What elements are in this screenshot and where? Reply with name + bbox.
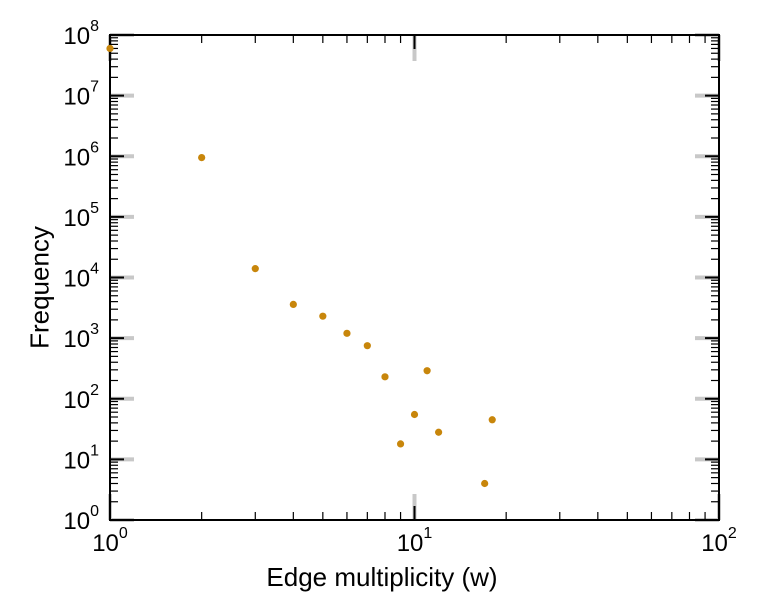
- y-tick-label: 104: [63, 261, 99, 293]
- x-tick-label: 102: [701, 525, 737, 557]
- data-point: [435, 428, 443, 436]
- y-tick-label: 107: [63, 79, 99, 111]
- data-point: [481, 479, 489, 488]
- y-tick-label: 101: [63, 442, 99, 474]
- y-tick-label: 108: [63, 18, 99, 50]
- y-tick-label: 103: [63, 321, 99, 353]
- y-tick-label: 105: [63, 200, 99, 232]
- data-point: [423, 367, 431, 375]
- x-axis-label: Edge multiplicity (w): [266, 562, 498, 592]
- x-tick-label: 100: [92, 525, 128, 557]
- data-point: [319, 312, 327, 320]
- data-point: [363, 342, 371, 350]
- y-tick-label: 100: [63, 503, 99, 535]
- data-point: [106, 44, 114, 53]
- data-point: [251, 265, 259, 273]
- y-tick-label: 106: [63, 139, 99, 171]
- x-tick-label: 101: [397, 525, 433, 557]
- data-point: [381, 373, 389, 381]
- plot-border: [109, 34, 720, 521]
- y-tick-label: 102: [63, 382, 99, 414]
- data-point: [410, 410, 419, 419]
- data-point: [343, 329, 351, 337]
- data-point: [396, 440, 405, 448]
- data-point: [289, 300, 297, 308]
- data-point: [198, 154, 206, 162]
- data-point: [488, 416, 496, 424]
